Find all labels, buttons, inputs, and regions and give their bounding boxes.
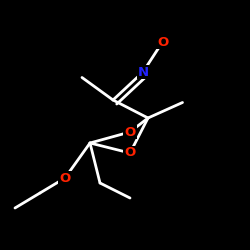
Text: O: O	[124, 126, 136, 138]
Text: O: O	[157, 36, 168, 49]
Text: O: O	[60, 172, 71, 184]
Text: O: O	[124, 146, 136, 160]
Text: N: N	[138, 66, 148, 78]
